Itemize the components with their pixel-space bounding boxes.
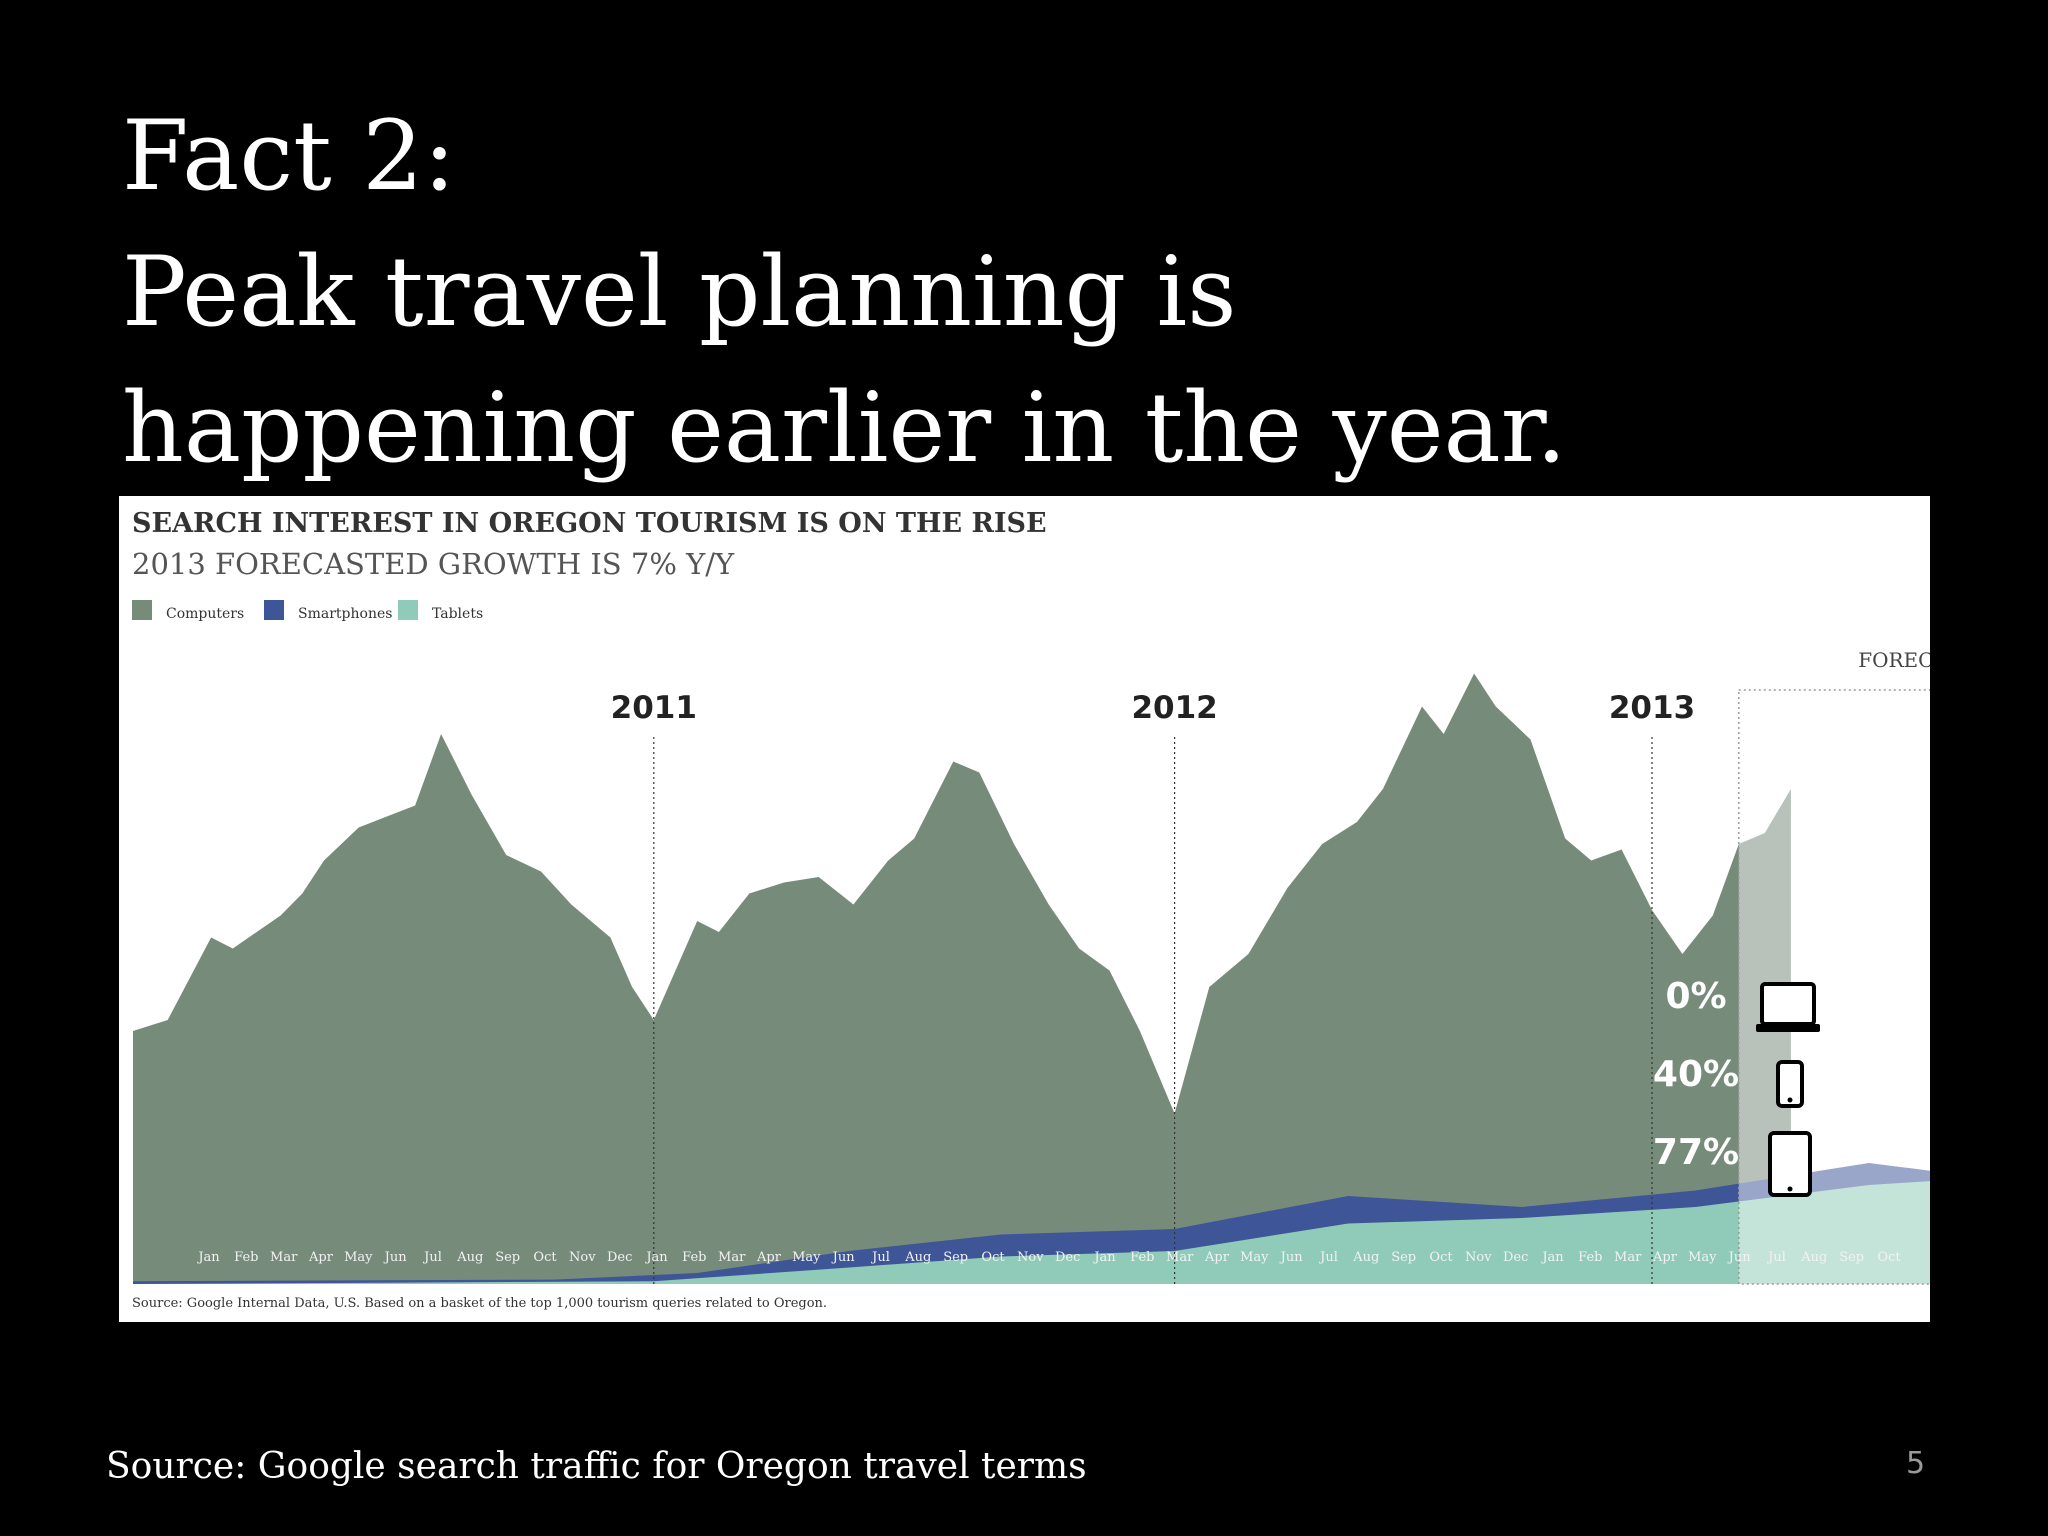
growth-value-tablet: 77%: [1653, 1132, 1739, 1173]
month-tick-label: Jul: [1318, 1250, 1338, 1265]
chart-panel: SEARCH INTEREST IN OREGON TOURISM IS ON …: [119, 496, 1930, 1322]
chart-title: SEARCH INTEREST IN OREGON TOURISM IS ON …: [132, 508, 1047, 539]
month-tick-label: Sep: [1839, 1250, 1864, 1265]
month-tick-label: Jun: [1727, 1250, 1752, 1265]
month-tick-label: May: [792, 1250, 821, 1265]
month-tick-label: Jul: [1766, 1250, 1786, 1265]
month-tick-label: Dec: [1055, 1250, 1080, 1265]
year-label: 2011: [611, 690, 697, 726]
growth-value-smartphone: 40%: [1653, 1054, 1739, 1095]
month-tick-label: Mar: [270, 1250, 298, 1265]
tablet-icon: [1768, 1131, 1812, 1197]
laptop-icon: [1756, 982, 1820, 1032]
forecast-label: FORECAST: [1858, 648, 1930, 672]
series-area-computers: [133, 673, 1791, 1284]
month-tick-label: Sep: [495, 1250, 520, 1265]
legend-swatch: [264, 600, 284, 620]
year-label: 2012: [1131, 690, 1217, 726]
month-tick-label: Nov: [1465, 1250, 1492, 1265]
area-chart: SEARCH INTEREST IN OREGON TOURISM IS ON …: [132, 508, 1930, 1311]
month-tick-label: Apr: [1652, 1250, 1678, 1265]
legend-label: Smartphones: [298, 606, 392, 622]
month-tick-label: Jan: [1092, 1250, 1116, 1265]
month-tick-label: Feb: [682, 1250, 706, 1265]
month-tick-label: Aug: [1800, 1250, 1827, 1265]
month-tick-label: Jan: [644, 1250, 668, 1265]
month-tick-label: May: [1688, 1250, 1717, 1265]
slide-title-line: Fact 2:: [122, 100, 456, 212]
month-tick-label: Dec: [1503, 1250, 1528, 1265]
month-tick-label: Apr: [1204, 1250, 1230, 1265]
month-tick-label: Aug: [456, 1250, 483, 1265]
month-tick-label: Nov: [1017, 1250, 1044, 1265]
month-tick-label: Feb: [234, 1250, 258, 1265]
month-tick-label: Jul: [870, 1250, 890, 1265]
month-tick-label: Oct: [533, 1250, 557, 1265]
slide-title: Fact 2: Peak travel planning is happenin…: [122, 88, 1822, 496]
month-tick-label: Sep: [943, 1250, 968, 1265]
month-tick-label: Feb: [1578, 1250, 1602, 1265]
month-tick-label: Oct: [1877, 1250, 1901, 1265]
slide-title-line: happening earlier in the year.: [122, 372, 1567, 484]
legend-swatch: [398, 600, 418, 620]
page-number: 5: [1906, 1446, 1926, 1481]
month-tick-label: Oct: [1429, 1250, 1453, 1265]
series-area-tablets: [133, 1181, 1930, 1284]
year-label: 2013: [1609, 690, 1695, 726]
legend-swatch: [132, 600, 152, 620]
month-tick-label: Dec: [607, 1250, 632, 1265]
month-tick-label: Mar: [1614, 1250, 1642, 1265]
chart-subtitle: 2013 FORECASTED GROWTH IS 7% Y/Y: [132, 547, 735, 581]
month-tick-label: Jun: [831, 1250, 856, 1265]
month-tick-label: Mar: [1166, 1250, 1194, 1265]
month-tick-label: Jun: [383, 1250, 408, 1265]
growth-value-laptop: 0%: [1665, 976, 1726, 1017]
month-tick-label: May: [1240, 1250, 1269, 1265]
month-tick-label: Jun: [1279, 1250, 1304, 1265]
legend-label: Computers: [166, 606, 244, 622]
chart-footnote: Source: Google Internal Data, U.S. Based…: [132, 1296, 827, 1311]
month-tick-label: Aug: [1352, 1250, 1379, 1265]
month-tick-label: Feb: [1130, 1250, 1154, 1265]
month-tick-label: Jul: [422, 1250, 442, 1265]
smartphone-icon: [1776, 1060, 1804, 1108]
slide-title-line: Peak travel planning is: [122, 236, 1237, 348]
month-tick-label: Mar: [718, 1250, 746, 1265]
month-tick-label: Aug: [904, 1250, 931, 1265]
month-tick-label: May: [344, 1250, 373, 1265]
month-tick-label: Nov: [569, 1250, 596, 1265]
month-tick-label: Sep: [1391, 1250, 1416, 1265]
month-tick-label: Jan: [196, 1250, 220, 1265]
slide-source: Source: Google search traffic for Oregon…: [106, 1446, 1087, 1487]
month-tick-label: Oct: [981, 1250, 1005, 1265]
month-tick-label: Jan: [1540, 1250, 1564, 1265]
month-tick-label: Apr: [756, 1250, 782, 1265]
legend-label: Tablets: [432, 606, 483, 622]
month-tick-label: Apr: [308, 1250, 334, 1265]
